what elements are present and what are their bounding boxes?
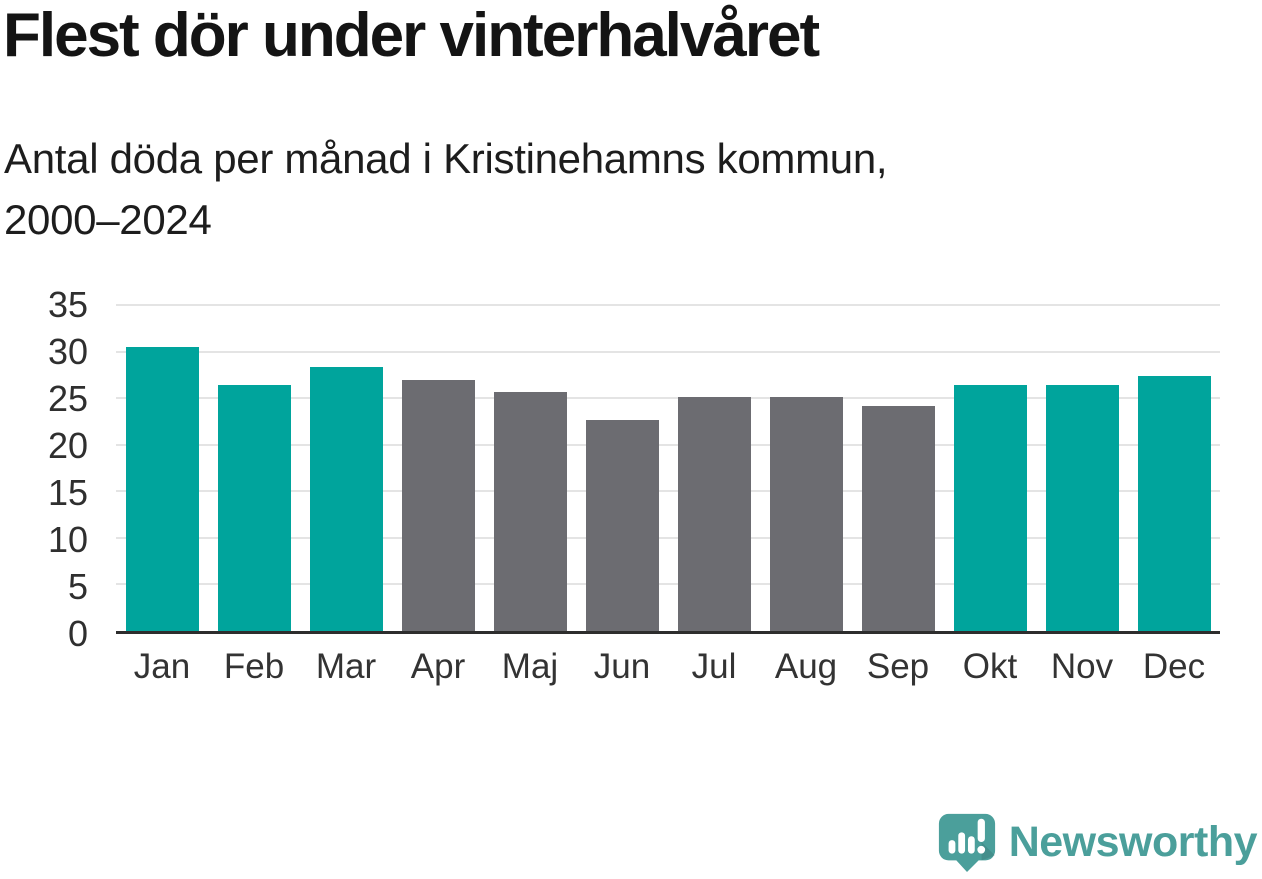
gridline-10 [116, 536, 1220, 539]
bar-maj [493, 391, 567, 631]
bar-sep [861, 405, 935, 631]
newsworthy-logo[interactable]: Newsworthy [936, 811, 1258, 873]
y-tick-label-20: 20 [47, 425, 88, 467]
newsworthy-wordmark: Newsworthy [1008, 817, 1258, 866]
plot-area [116, 304, 1220, 634]
chart-subtitle: Antal döda per månad i Kristinehamns kom… [4, 128, 888, 250]
logo-bar-short [948, 840, 956, 854]
gridline-35 [116, 304, 1220, 306]
bar-series [116, 305, 1220, 631]
bar-slot-feb [208, 305, 300, 631]
x-tick-label-nov: Nov [1050, 647, 1114, 686]
bar-slot-jun [576, 305, 668, 631]
bar-chart: 0 5 10 15 20 25 30 35 Jan Feb Mar Apr Maj Jun Jul Aug S… [38, 284, 1220, 702]
logo-bar-medium [967, 836, 975, 854]
y-tick-label-35: 35 [47, 284, 88, 325]
x-tick-label-feb: Feb [223, 647, 285, 686]
bar-jun [585, 419, 659, 631]
logo-bar-tall [958, 832, 965, 854]
x-tick-label-aug: Aug [774, 647, 838, 686]
y-tick-label-10: 10 [47, 519, 88, 561]
bar-slot-jan [116, 305, 208, 631]
logo-exclamation-stem [977, 818, 985, 842]
gridline-15 [116, 490, 1220, 493]
gridline-30 [116, 350, 1220, 353]
gridline-5 [116, 583, 1220, 586]
bar-slot-nov [1036, 305, 1128, 631]
x-tick-label-dec: Dec [1142, 647, 1206, 686]
subtitle-line-2: 2000–2024 [4, 196, 212, 243]
newsworthy-icon [938, 813, 995, 873]
y-tick-label-5: 5 [67, 566, 88, 608]
bar-slot-maj [484, 305, 576, 631]
x-tick-label-okt: Okt [962, 647, 1018, 686]
bar-slot-dec [1128, 305, 1220, 631]
gridline-25 [116, 397, 1220, 400]
bar-jan [125, 346, 199, 631]
bar-slot-jul [668, 305, 760, 631]
y-tick-label-0: 0 [67, 613, 88, 654]
bar-nov [1045, 385, 1119, 631]
x-tick-label-jul: Jul [691, 647, 737, 686]
x-tick-label-jun: Jun [593, 647, 651, 686]
bar-okt [953, 385, 1027, 631]
bar-slot-sep [852, 305, 944, 631]
bar-apr [401, 379, 475, 631]
x-tick-label-apr: Apr [410, 647, 466, 686]
y-axis-tick-labels: 0 5 10 15 20 25 30 35 [38, 284, 88, 654]
bar-slot-apr [392, 305, 484, 631]
gridline-20 [116, 443, 1220, 446]
bar-mar [309, 367, 383, 631]
bar-slot-mar [300, 305, 392, 631]
logo-exclamation-dot [977, 845, 985, 854]
x-tick-label-jan: Jan [133, 647, 191, 686]
page-title: Flest dör under vinterhalvåret [3, 1, 820, 70]
y-tick-label-15: 15 [47, 472, 88, 513]
subtitle-line-1: Antal döda per månad i Kristinehamns kom… [4, 135, 888, 182]
x-tick-label-maj: Maj [501, 647, 559, 686]
bar-jul [677, 397, 751, 631]
bar-aug [769, 397, 843, 631]
y-tick-label-30: 30 [47, 331, 88, 372]
bar-slot-aug [760, 305, 852, 631]
bar-dec [1137, 375, 1211, 631]
x-tick-label-sep: Sep [866, 647, 930, 686]
y-tick-label-25: 25 [47, 378, 88, 419]
x-axis-tick-labels: Jan Feb Mar Apr Maj Jun Jul Aug Sep Okt Nov Dec [116, 646, 1220, 688]
bar-slot-okt [944, 305, 1036, 631]
bar-feb [217, 385, 291, 631]
x-tick-label-mar: Mar [315, 647, 377, 686]
